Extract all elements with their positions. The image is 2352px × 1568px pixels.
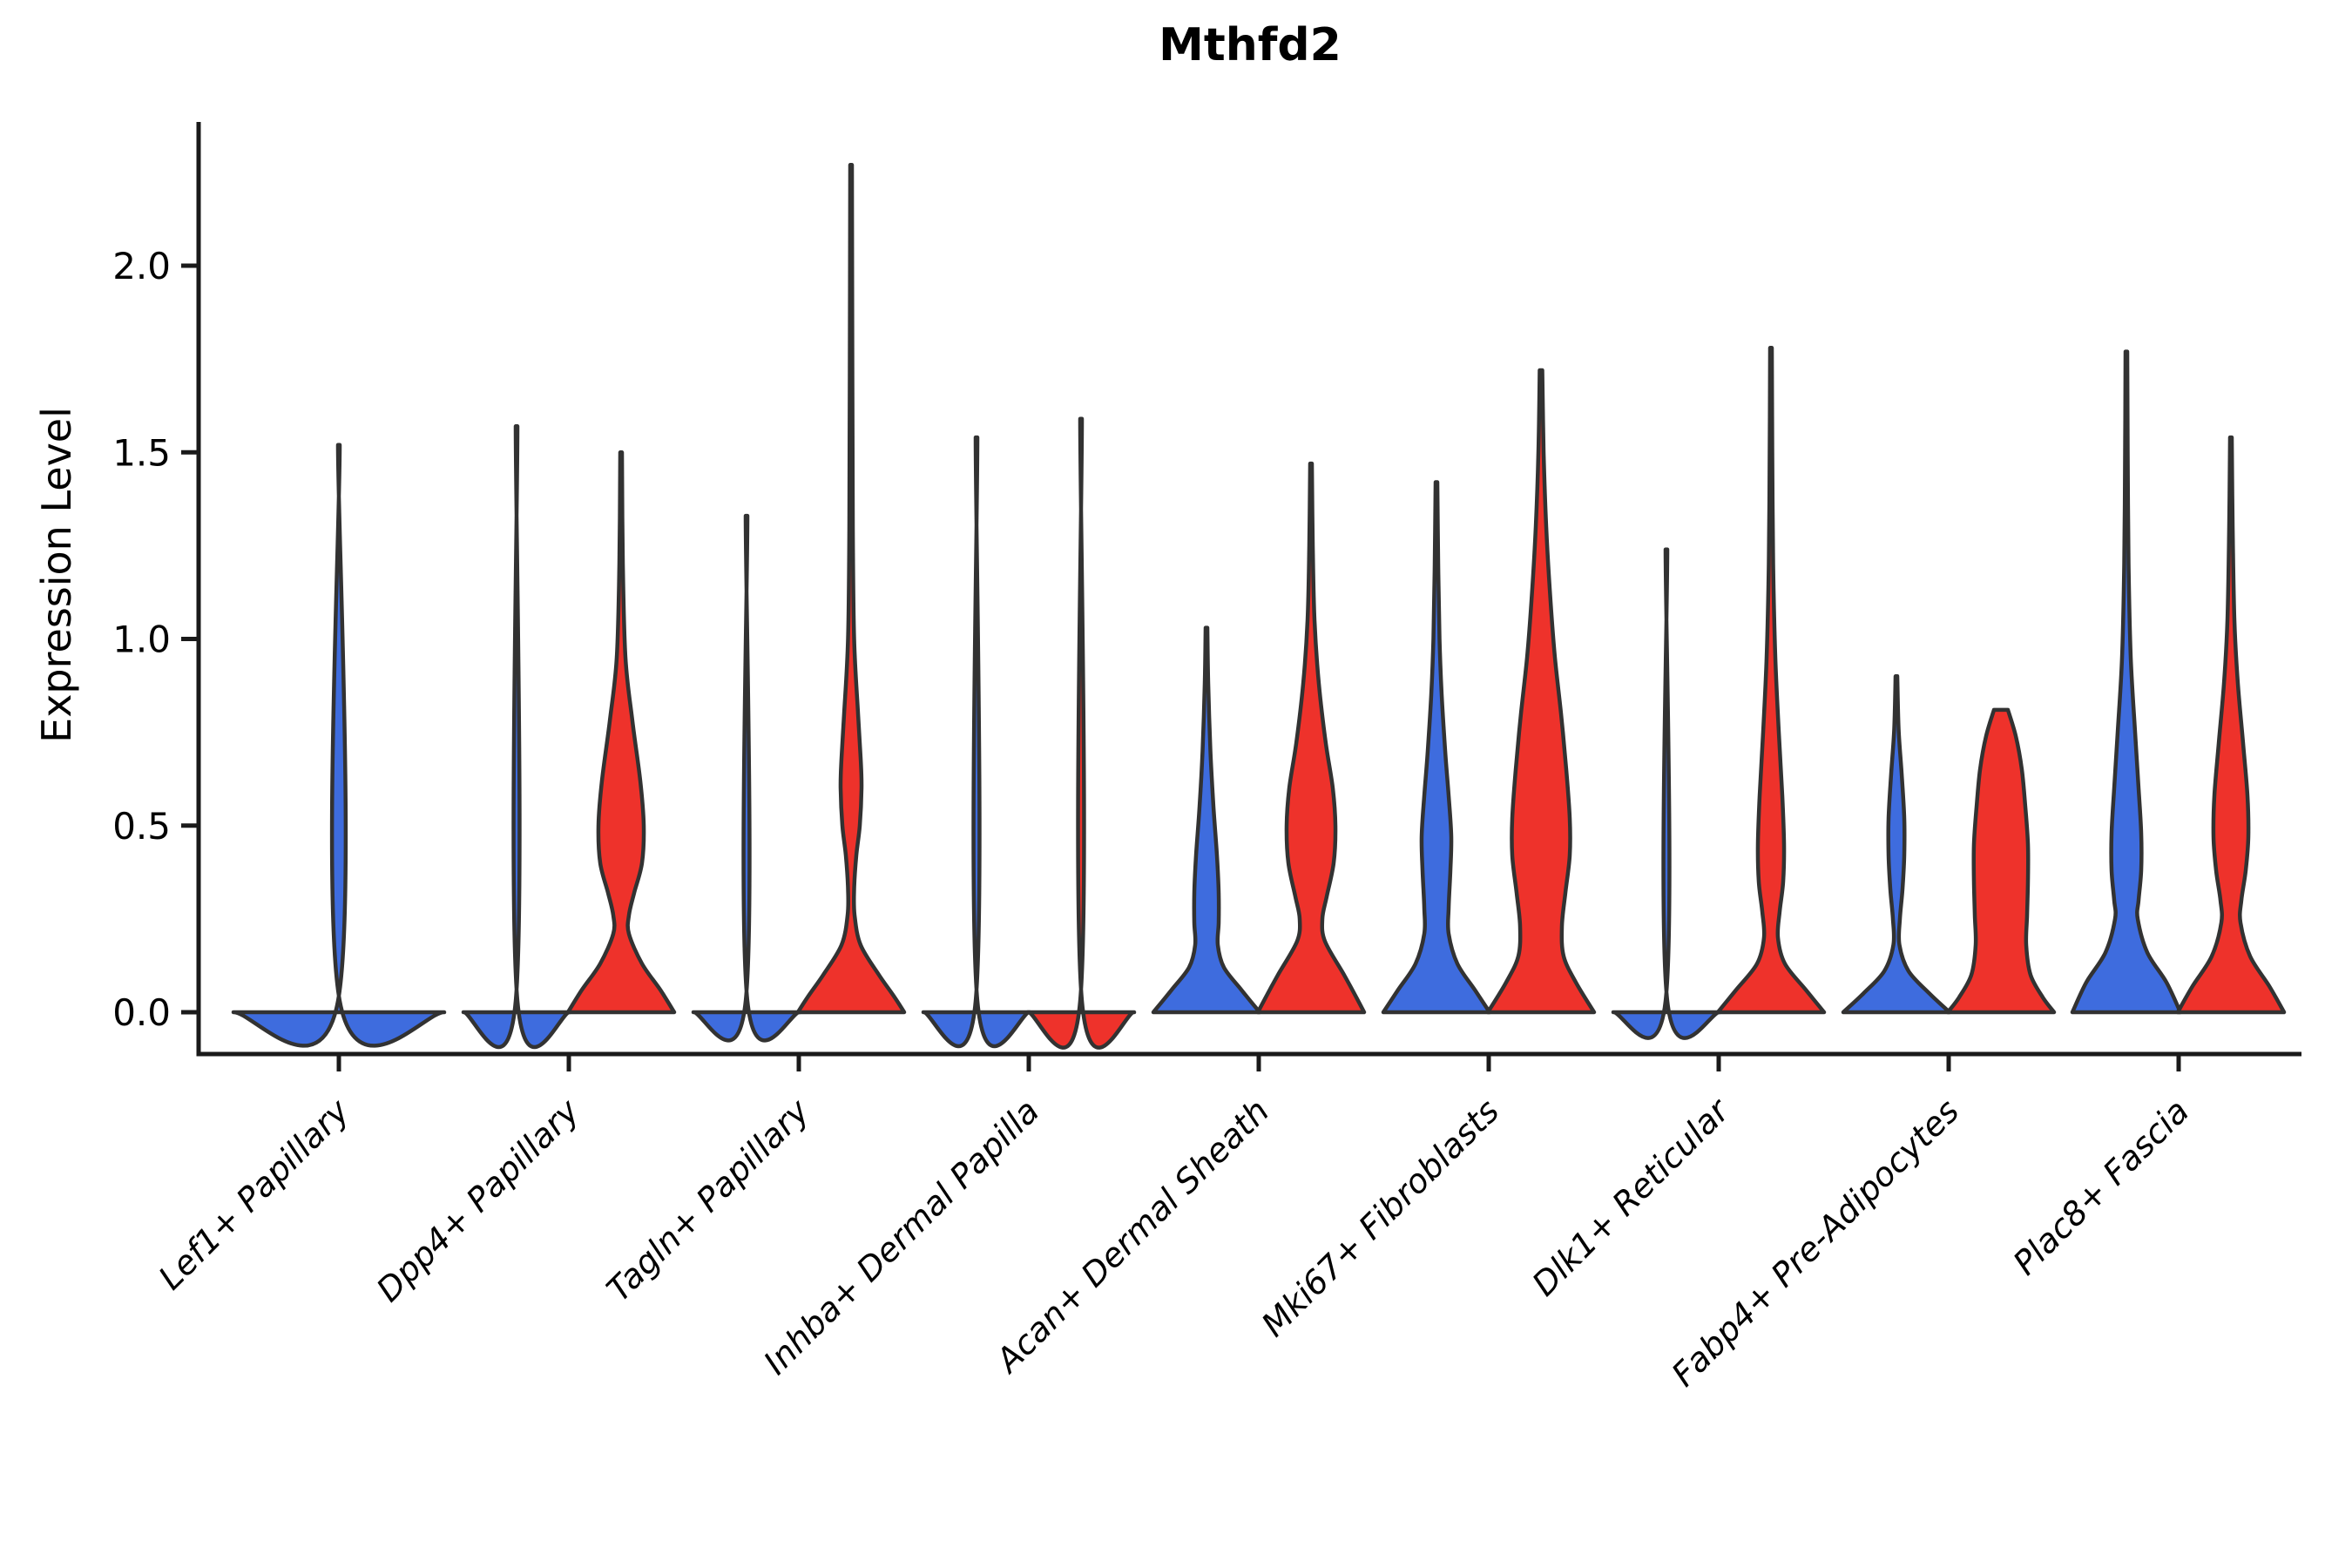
violin-tagln-red xyxy=(795,163,907,1015)
chart-title: Mthfd2 xyxy=(1159,19,1342,71)
violin-dpp4-red xyxy=(565,450,677,1015)
x-tick-label: Acan+ Dermal Sheath xyxy=(987,1092,1277,1382)
violin-fabp4-blue xyxy=(1841,674,1952,1015)
violin-acan-blue xyxy=(1151,625,1262,1015)
y-tick-label: 0.0 xyxy=(112,991,171,1034)
y-axis-label-text: Expression Level xyxy=(33,407,80,743)
violin-mki67-blue xyxy=(1381,480,1492,1015)
x-tick-label: Plac8+ Fascia xyxy=(2006,1092,2197,1282)
x-tick-label: Lef1+ Papillary xyxy=(152,1092,357,1297)
violin-dpp4-blue xyxy=(461,424,572,1050)
violin-inhba-blue xyxy=(921,435,1032,1049)
x-tick-label: Tagln+ Papillary xyxy=(599,1092,817,1309)
y-tick-label: 1.0 xyxy=(112,618,171,661)
y-tick-label: 2.0 xyxy=(112,245,171,287)
x-tick-label: Mki67+ Fibroblasts xyxy=(1254,1092,1507,1344)
violin-plac8-blue xyxy=(2070,349,2183,1015)
violin-dlk1-red xyxy=(1715,346,1827,1015)
violin-plac8-red xyxy=(2175,435,2287,1015)
x-tick-label: Dlk1+ Reticular xyxy=(1524,1091,1738,1304)
violin-inhba-red xyxy=(1025,416,1137,1050)
violin-lef1-blue xyxy=(231,443,447,1048)
violin-tagln-blue xyxy=(691,513,802,1043)
violin-dlk1-blue xyxy=(1611,547,1722,1040)
y-tick-label: 0.5 xyxy=(112,805,171,848)
violin-acan-red xyxy=(1255,461,1367,1015)
x-tick-label: Dpp4+ Papillary xyxy=(369,1092,587,1309)
violin-fabp4-red xyxy=(1945,707,2057,1015)
violin-mki67-red xyxy=(1485,368,1597,1015)
y-tick-label: 1.5 xyxy=(112,431,171,474)
